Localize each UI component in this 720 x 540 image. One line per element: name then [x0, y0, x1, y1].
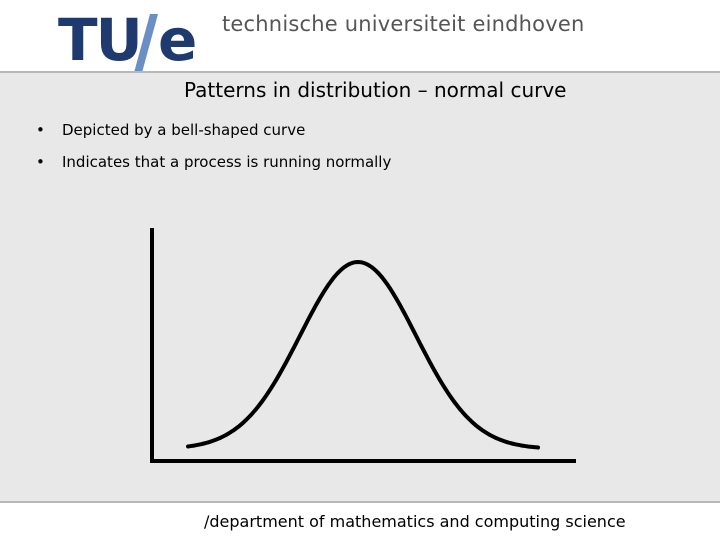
bell-curve [186, 259, 540, 450]
header: TU e technische universiteit eindhoven [0, 0, 720, 80]
slide-content [0, 73, 720, 501]
logo-slash-icon [132, 14, 158, 80]
bullet-text: Indicates that a process is running norm… [62, 153, 392, 171]
bullet-item: • Depicted by a bell-shaped curve [36, 120, 391, 152]
header-divider [0, 71, 720, 73]
bullet-text: Depicted by a bell-shaped curve [62, 121, 306, 139]
footer-divider [0, 501, 720, 503]
bullet-dot-icon: • [36, 153, 45, 171]
bullet-list: • Depicted by a bell-shaped curve • Indi… [36, 120, 391, 184]
logo-tu: TU [58, 6, 143, 74]
logo-e: e [158, 6, 198, 74]
slide-title: Patterns in distribution – normal curve [184, 78, 567, 102]
university-name: technische universiteit eindhoven [222, 12, 585, 36]
footer-text: /department of mathematics and computing… [204, 512, 626, 531]
bullet-item: • Indicates that a process is running no… [36, 152, 391, 184]
bullet-dot-icon: • [36, 121, 45, 139]
